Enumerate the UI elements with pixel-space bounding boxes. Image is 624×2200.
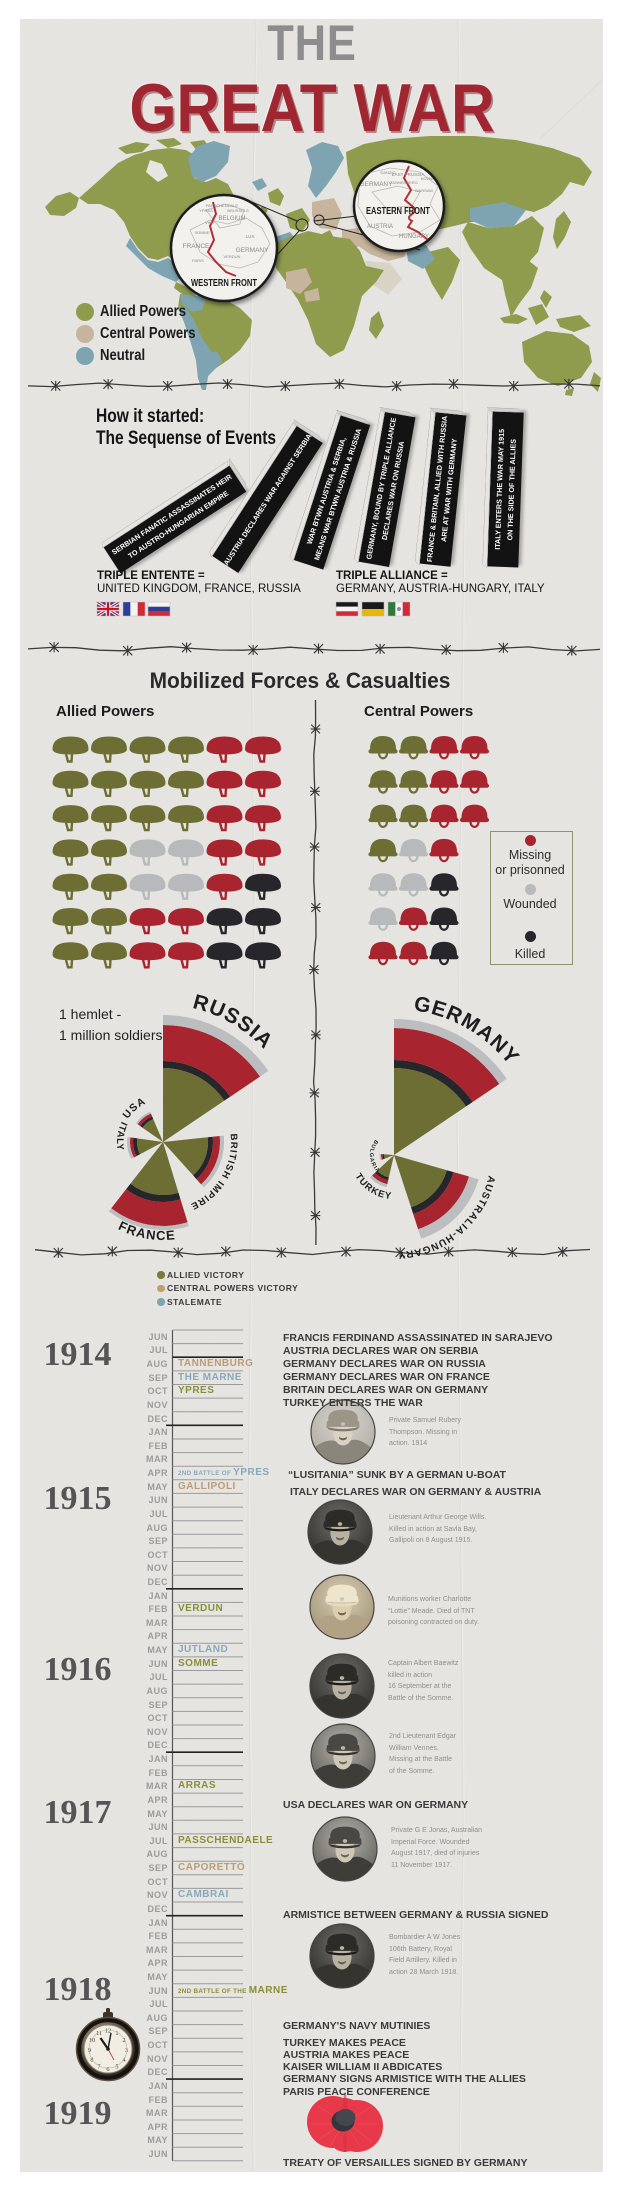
svg-text:6: 6 bbox=[106, 2066, 109, 2073]
svg-text:10: 10 bbox=[89, 2037, 95, 2044]
svg-text:7: 7 bbox=[97, 2064, 100, 2071]
svg-text:EASTERN FRONT: EASTERN FRONT bbox=[366, 206, 430, 217]
svg-text:LUX: LUX bbox=[246, 234, 255, 239]
svg-text:1: 1 bbox=[115, 2030, 118, 2037]
svg-text:PASSCHENDALE: PASSCHENDALE bbox=[206, 203, 238, 208]
svg-text:4: 4 bbox=[122, 2057, 126, 2064]
svg-text:GERMANY: GERMANY bbox=[236, 247, 270, 254]
svg-text:AUSTRIA: AUSTRIA bbox=[367, 224, 393, 230]
svg-text:9: 9 bbox=[88, 2047, 91, 2054]
svg-text:BELGIUM: BELGIUM bbox=[218, 216, 245, 222]
svg-text:DANZIG: DANZIG bbox=[380, 170, 395, 175]
svg-text:HUNGARY: HUNGARY bbox=[399, 234, 429, 240]
svg-text:11: 11 bbox=[96, 2030, 102, 2037]
svg-text:SOMME: SOMME bbox=[194, 230, 209, 235]
svg-text:WARSAW: WARSAW bbox=[415, 188, 433, 193]
svg-text:KOVNO: KOVNO bbox=[421, 176, 435, 181]
svg-text:GERMANY: GERMANY bbox=[360, 181, 394, 188]
svg-text:FRANCE: FRANCE bbox=[183, 243, 210, 250]
svg-text:ITALY: ITALY bbox=[114, 1120, 129, 1152]
svg-text:12: 12 bbox=[105, 2028, 111, 2035]
svg-text:BULGARIA: BULGARIA bbox=[368, 1139, 381, 1175]
svg-text:PARIS: PARIS bbox=[192, 258, 204, 263]
svg-text:3: 3 bbox=[125, 2047, 128, 2054]
svg-text:5: 5 bbox=[115, 2064, 118, 2071]
svg-text:BRUSSELS: BRUSSELS bbox=[227, 208, 249, 213]
svg-text:EAST PRUSSIA: EAST PRUSSIA bbox=[392, 172, 425, 177]
svg-text:8: 8 bbox=[90, 2057, 93, 2064]
svg-text:2: 2 bbox=[122, 2037, 125, 2044]
svg-text:YPRES: YPRES bbox=[199, 208, 213, 213]
svg-text:TANNENBERG: TANNENBERG bbox=[390, 180, 417, 185]
svg-text:VIMY: VIMY bbox=[205, 220, 215, 225]
svg-text:WESTERN FRONT: WESTERN FRONT bbox=[191, 277, 257, 289]
svg-text:VERDUN: VERDUN bbox=[224, 254, 241, 259]
